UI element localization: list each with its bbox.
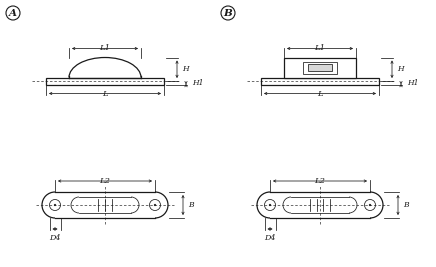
Circle shape	[269, 204, 271, 206]
Circle shape	[54, 204, 56, 206]
Text: B: B	[224, 9, 232, 18]
Text: L2: L2	[314, 177, 326, 185]
Text: A: A	[9, 9, 17, 18]
Bar	[308, 64, 332, 71]
Text: L2: L2	[99, 177, 110, 185]
Circle shape	[154, 204, 156, 206]
Bar	[284, 57, 356, 77]
Text: L1: L1	[99, 45, 110, 53]
Text: L: L	[102, 89, 108, 97]
Text: B: B	[188, 201, 194, 209]
Circle shape	[369, 204, 371, 206]
Text: H1: H1	[407, 79, 419, 87]
Text: H: H	[397, 65, 404, 73]
Text: B: B	[403, 201, 409, 209]
Text: H1: H1	[192, 79, 204, 87]
Text: H: H	[182, 65, 189, 73]
Bar	[46, 77, 164, 84]
Text: D4: D4	[49, 234, 61, 242]
Text: L1: L1	[314, 45, 326, 53]
Bar	[261, 77, 379, 84]
Bar	[303, 61, 337, 73]
Text: L: L	[317, 89, 323, 97]
Text: D4: D4	[264, 234, 276, 242]
